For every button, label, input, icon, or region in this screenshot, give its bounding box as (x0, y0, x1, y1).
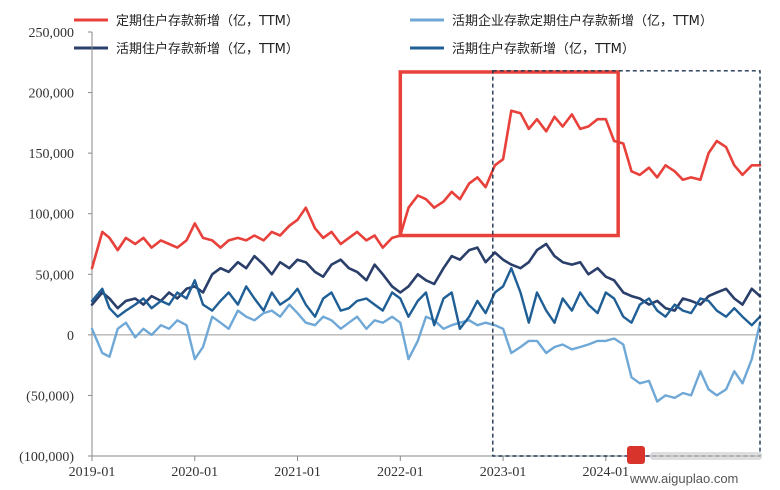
watermark-text: www.aiguplao.com (629, 471, 738, 486)
series-group (90, 109, 762, 403)
series-line-1 (90, 109, 762, 270)
chart-legend: 定期住户存款新增（亿，TTM） 活期企业存款定期住户存款新增（亿，TTM） 活期住户… (74, 13, 713, 57)
highlight-red-box (398, 70, 620, 238)
y-tick-label: 100,000 (29, 208, 75, 223)
legend-label: 活期住户存款新增（亿，TTM） (116, 41, 299, 57)
annotation-group (398, 70, 761, 457)
y-tick-label: 150,000 (29, 147, 75, 162)
legend-label: 活期住户存款新增（亿，TTM） (452, 41, 635, 57)
y-tick-label: (50,000) (26, 389, 74, 404)
series-line-3 (90, 303, 762, 403)
series-line-4 (90, 267, 762, 330)
x-tick-label: 2019-01 (69, 465, 116, 480)
x-tick-label: 2020-01 (171, 465, 218, 480)
y-axis: 250,000 200,000 150,000 100,000 50,000 0 (50,0… (19, 26, 93, 465)
legend-label: 活期企业存款定期住户存款新增（亿，TTM） (452, 13, 713, 29)
watermark-logo-icon (627, 446, 645, 464)
x-tick-label: 2024-01 (583, 465, 630, 480)
y-tick-label: 250,000 (29, 26, 75, 41)
x-tick-label: 2021-01 (274, 465, 321, 480)
watermark: www.aiguplao.com (627, 446, 762, 486)
x-tick-label: 2023-01 (480, 465, 527, 480)
x-tick-label: 2022-01 (377, 465, 424, 480)
forecast-dashed-box (492, 70, 761, 457)
watermark-bar (650, 452, 762, 460)
y-tick-label: 0 (67, 329, 74, 344)
y-tick-label: 200,000 (29, 87, 75, 102)
series-line-2 (90, 242, 762, 312)
y-tick-label: (100,000) (19, 450, 74, 465)
legend-label: 定期住户存款新增（亿，TTM） (116, 13, 299, 29)
y-tick-label: 50,000 (36, 268, 75, 283)
